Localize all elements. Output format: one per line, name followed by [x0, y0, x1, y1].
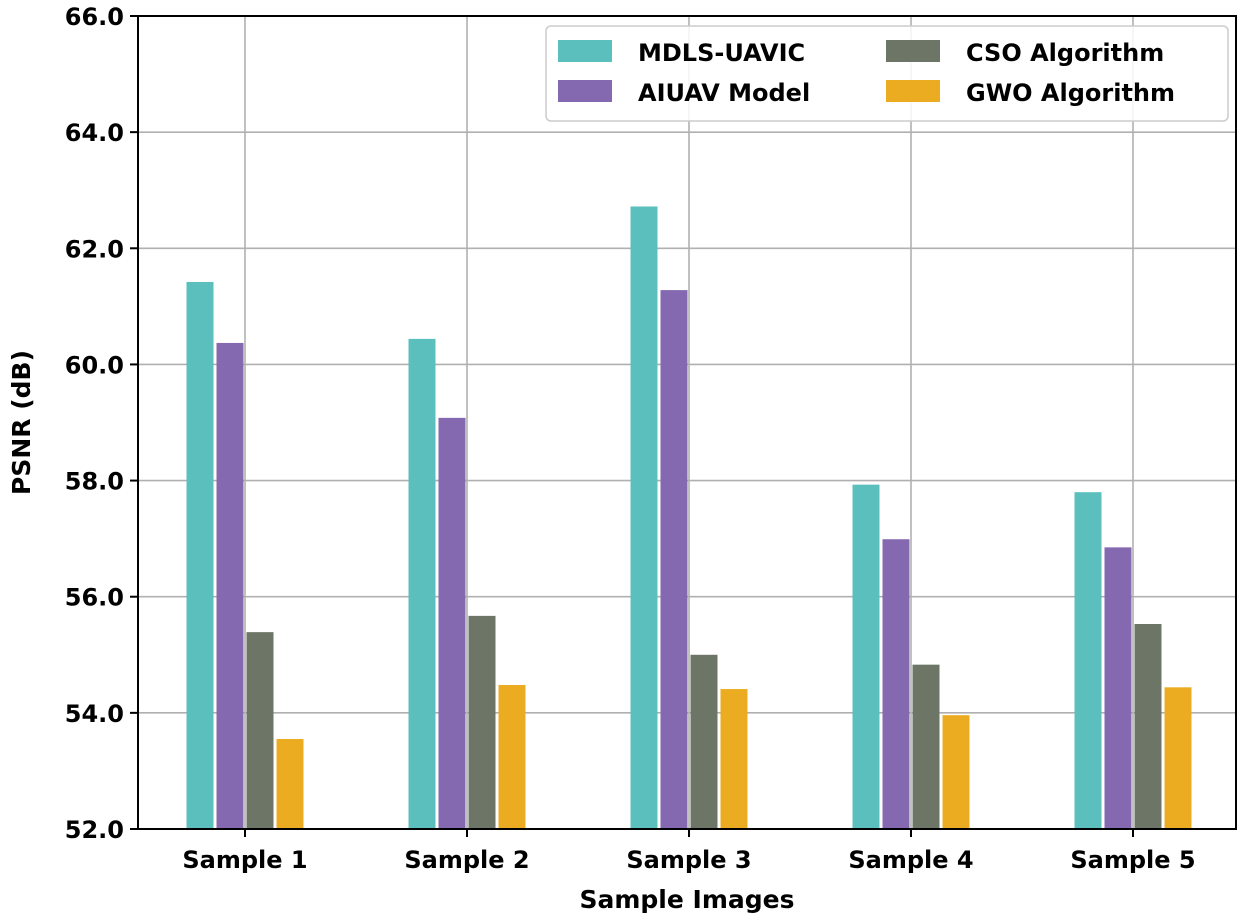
x-tick-label: Sample 1: [182, 846, 307, 874]
bar-gwo-algorithm-2: [498, 684, 526, 829]
bars-layer: [186, 206, 1192, 829]
y-tick-label: 56.0: [65, 584, 124, 612]
axes-frame: [137, 15, 1237, 830]
bar-aiuav-model-2: [438, 417, 466, 829]
legend-swatch-aiuav-model: [558, 80, 612, 102]
bar-mdls-uavic-1: [186, 281, 214, 829]
bar-mdls-uavic-3: [630, 206, 658, 829]
legend: MDLS-UAVIC AIUAV Model CSO Algorithm GWO Al…: [545, 25, 1229, 122]
y-tick-label: 58.0: [65, 468, 124, 496]
legend-box: [545, 25, 1229, 122]
bar-gwo-algorithm-3: [720, 689, 748, 829]
bar-cso-algorithm-3: [690, 654, 718, 829]
y-tick-label: 54.0: [65, 700, 124, 728]
bar-gwo-algorithm-5: [1164, 687, 1192, 829]
x-axis-label: Sample Images: [579, 885, 794, 914]
y-axis-label: PSNR (dB): [7, 350, 36, 495]
x-tick-label: Sample 4: [848, 846, 973, 874]
bar-gwo-algorithm-1: [276, 738, 304, 829]
bar-aiuav-model-1: [216, 342, 244, 829]
x-tick-label: Sample 2: [404, 846, 529, 874]
y-tick-label: 60.0: [65, 351, 124, 379]
legend-swatch-mdls-uavic: [558, 40, 612, 62]
bar-mdls-uavic-4: [852, 484, 880, 829]
bar-cso-algorithm-1: [246, 632, 274, 829]
bar-mdls-uavic-5: [1074, 492, 1102, 829]
y-tick-label: 64.0: [65, 119, 124, 147]
bar-cso-algorithm-5: [1134, 624, 1162, 829]
bar-aiuav-model-3: [660, 290, 688, 829]
legend-swatch-gwo-algorithm: [886, 80, 940, 102]
legend-label-gwo-algorithm: GWO Algorithm: [966, 79, 1175, 107]
legend-label-mdls-uavic: MDLS-UAVIC: [638, 39, 805, 67]
x-tick-label: Sample 5: [1070, 846, 1195, 874]
bar-cso-algorithm-2: [468, 615, 496, 829]
bar-aiuav-model-5: [1104, 547, 1132, 829]
bar-cso-algorithm-4: [912, 664, 940, 829]
ticks-layer: 52.0 54.0 56.0 58.0 60.0 62.0 64.0 66.0 Sample 1…: [65, 3, 1196, 874]
y-tick-label: 66.0: [65, 3, 124, 31]
legend-swatch-cso-algorithm: [886, 40, 940, 62]
y-tick-label: 52.0: [65, 816, 124, 844]
bar-aiuav-model-4: [882, 539, 910, 829]
x-tick-label: Sample 3: [626, 846, 751, 874]
bar-mdls-uavic-2: [408, 338, 436, 829]
bar-gwo-algorithm-4: [942, 715, 970, 829]
legend-label-cso-algorithm: CSO Algorithm: [966, 39, 1164, 67]
y-tick-label: 62.0: [65, 235, 124, 263]
legend-label-aiuav-model: AIUAV Model: [638, 79, 810, 107]
